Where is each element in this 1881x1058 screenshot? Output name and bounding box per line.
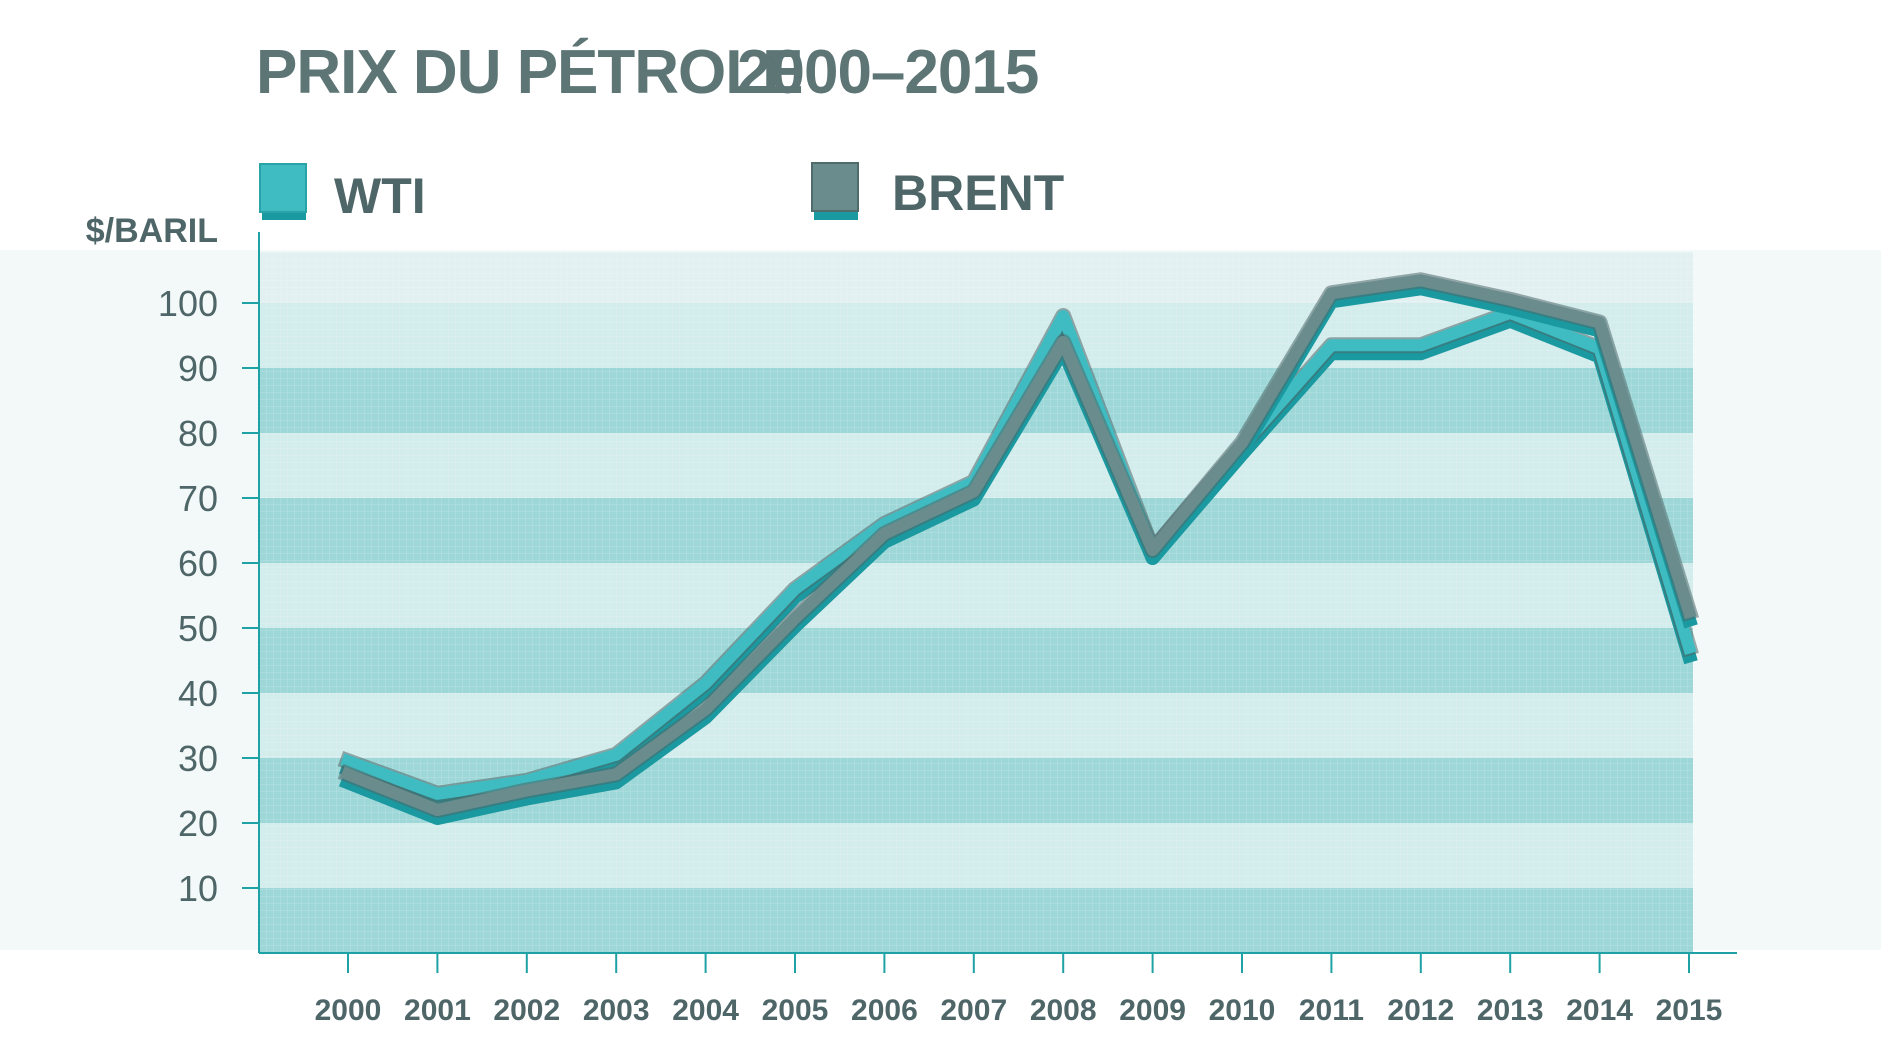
x-tick-label: 2008	[1030, 994, 1097, 1027]
data-point-brent-2009	[1151, 549, 1154, 551]
data-point-brent-2000	[347, 773, 349, 776]
x-tick-label: 2014	[1566, 994, 1633, 1027]
x-tick-label: 2015	[1656, 994, 1723, 1027]
data-point-brent-2010	[1241, 441, 1243, 444]
data-point-brent-2007	[972, 490, 975, 493]
y-tick-label: 60	[178, 543, 218, 584]
x-tick-label: 2005	[762, 994, 829, 1027]
data-point-wti-2006	[883, 523, 886, 525]
data-point-wti-2000	[347, 760, 349, 763]
x-tick-label: 2007	[940, 994, 1007, 1027]
y-axis: 10 20 30 40 50 60 70 80 90 100	[158, 283, 259, 909]
data-point-wti-2004	[704, 682, 707, 685]
x-tick-label: 2011	[1299, 994, 1364, 1027]
data-point-wti-2011	[1330, 344, 1333, 347]
x-tick-label: 2006	[851, 994, 918, 1027]
legend-swatch-wti	[259, 163, 307, 213]
data-point-brent-2006	[883, 532, 886, 535]
y-tick-label: 100	[158, 283, 218, 324]
x-tick-label: 2013	[1477, 994, 1544, 1027]
legend-item-wti: WTI	[259, 163, 426, 224]
data-point-wti-2015	[1688, 646, 1690, 649]
data-point-brent-2011	[1330, 292, 1333, 295]
data-point-wti-2005	[794, 588, 796, 590]
legend-label-wti: WTI	[334, 168, 426, 224]
data-point-brent-2002	[525, 789, 528, 792]
data-point-brent-2005	[794, 617, 796, 620]
y-tick-label: 30	[178, 738, 218, 779]
series-line-brent	[340, 274, 1697, 816]
y-tick-label: 50	[178, 608, 218, 649]
data-point-brent-2004	[704, 708, 707, 711]
chart-title-years: 2000–2015	[737, 38, 1038, 107]
y-tick-label: 70	[178, 478, 218, 519]
data-point-brent-2001	[436, 809, 439, 811]
y-axis-label: $/BARIL	[86, 212, 218, 250]
x-tick-label: 2001	[404, 994, 471, 1027]
data-point-wti-2001	[436, 792, 439, 795]
x-tick-label: 2000	[315, 994, 382, 1027]
series-line-wti	[340, 306, 1697, 800]
legend-item-brent: BRENT	[811, 162, 1064, 221]
y-tick-label: 40	[178, 673, 218, 714]
data-point-wti-2002	[525, 779, 528, 782]
data-point-brent-2014	[1598, 321, 1601, 324]
chart-title: PRIX DU PÉTROLE	[256, 38, 803, 107]
x-tick-label: 2009	[1119, 994, 1186, 1027]
data-point-wti-2003	[615, 753, 618, 756]
x-tick-label: 2003	[583, 994, 650, 1027]
data-point-wti-2008	[1062, 315, 1065, 317]
data-point-wti-2012	[1419, 344, 1422, 347]
data-point-brent-2015	[1688, 610, 1690, 613]
data-point-brent-2003	[615, 773, 618, 776]
x-tick-label: 2010	[1209, 994, 1276, 1027]
plot-area	[0, 232, 1881, 954]
y-tick-label: 80	[178, 413, 218, 454]
data-point-brent-2013	[1509, 298, 1512, 301]
data-point-brent-2008	[1062, 341, 1065, 343]
x-tick-label: 2004	[672, 994, 739, 1027]
fine-grid	[259, 252, 1693, 953]
legend-label-brent: BRENT	[892, 165, 1064, 221]
data-point-brent-2012	[1419, 279, 1422, 282]
series-layer	[337, 272, 1700, 825]
legend: WTI BRENT	[259, 162, 1064, 224]
y-tick-label: 10	[178, 868, 218, 909]
x-axis: 2000 2001 2002 2003 2004 2005 2006 2007 2008 2009…	[315, 953, 1723, 1027]
y-tick-label: 90	[178, 348, 218, 389]
y-tick-label: 20	[178, 803, 218, 844]
legend-swatch-brent	[811, 162, 859, 212]
x-tick-label: 2002	[493, 994, 560, 1027]
x-tick-label: 2012	[1387, 994, 1454, 1027]
